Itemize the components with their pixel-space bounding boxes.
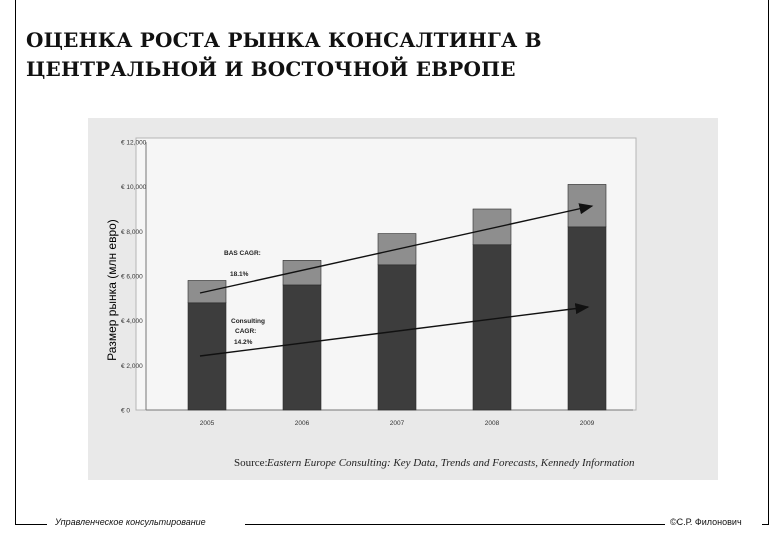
- y-tick-label: € 6,000: [121, 274, 143, 281]
- y-tick-label: € 4,000: [121, 318, 143, 325]
- y-tick-labels: € 0 € 2,000 € 4,000 € 6,000 € 8,000 € 10,000 €…: [121, 140, 147, 415]
- frame-bottom-border: [15, 524, 47, 525]
- frame-bottom-border: [245, 524, 665, 525]
- consulting-growth-arrow: [199, 303, 590, 357]
- bar-segment-base: [187, 302, 227, 411]
- frame-bottom-border: [762, 524, 769, 525]
- y-tick-label: € 8,000: [121, 229, 143, 236]
- source-text: Eastern Europe Consulting: Key Data, Tre…: [266, 457, 635, 469]
- bar-segment-base: [282, 284, 322, 411]
- annotation-bas-line2: 18.1%: [230, 271, 249, 278]
- source-label: Source:: [234, 457, 268, 469]
- bar-segment-base: [472, 244, 512, 411]
- bars-group: [187, 184, 607, 411]
- annotation-consulting-line3: 14.2%: [234, 339, 253, 346]
- x-tick-label: 2007: [390, 420, 405, 427]
- x-tick-label: 2009: [580, 420, 595, 427]
- annotation-consulting-line2: CAGR:: [235, 328, 256, 335]
- footer-author: ©С.Р. Филонович: [670, 517, 742, 527]
- bar-chart: € 0 € 2,000 € 4,000 € 6,000 € 8,000 € 10,000 €…: [121, 137, 637, 469]
- x-tick-labels: 2005 2006 2007 2008 2009: [200, 420, 595, 427]
- y-tick-label: € 12,000: [121, 140, 147, 147]
- bar-segment-top: [472, 208, 512, 246]
- annotation-consulting-line1: Consulting: [231, 318, 265, 325]
- y-tick-label: € 10,000: [121, 184, 147, 191]
- x-tick-label: 2006: [295, 420, 310, 427]
- frame-right-border: [768, 0, 769, 525]
- x-tick-label: 2008: [485, 420, 500, 427]
- bar-segment-base: [567, 226, 607, 411]
- annotation-bas-line1: BAS CAGR:: [224, 250, 261, 257]
- bas-growth-arrow: [199, 203, 594, 294]
- slide-title: ОЦЕНКА РОСТА РЫНКА КОНСАЛТИНГА В ЦЕНТРАЛ…: [26, 28, 542, 81]
- y-axis-label: Размер рынка (млн евро): [105, 219, 119, 361]
- y-tick-label: € 2,000: [121, 363, 143, 370]
- frame-left-border: [15, 0, 16, 525]
- x-tick-label: 2005: [200, 420, 215, 427]
- footer-course-name: Управленческое консультирование: [55, 517, 206, 527]
- bar-segment-top: [567, 184, 607, 228]
- bar-segment-base: [377, 264, 417, 411]
- y-tick-label: € 0: [121, 408, 130, 415]
